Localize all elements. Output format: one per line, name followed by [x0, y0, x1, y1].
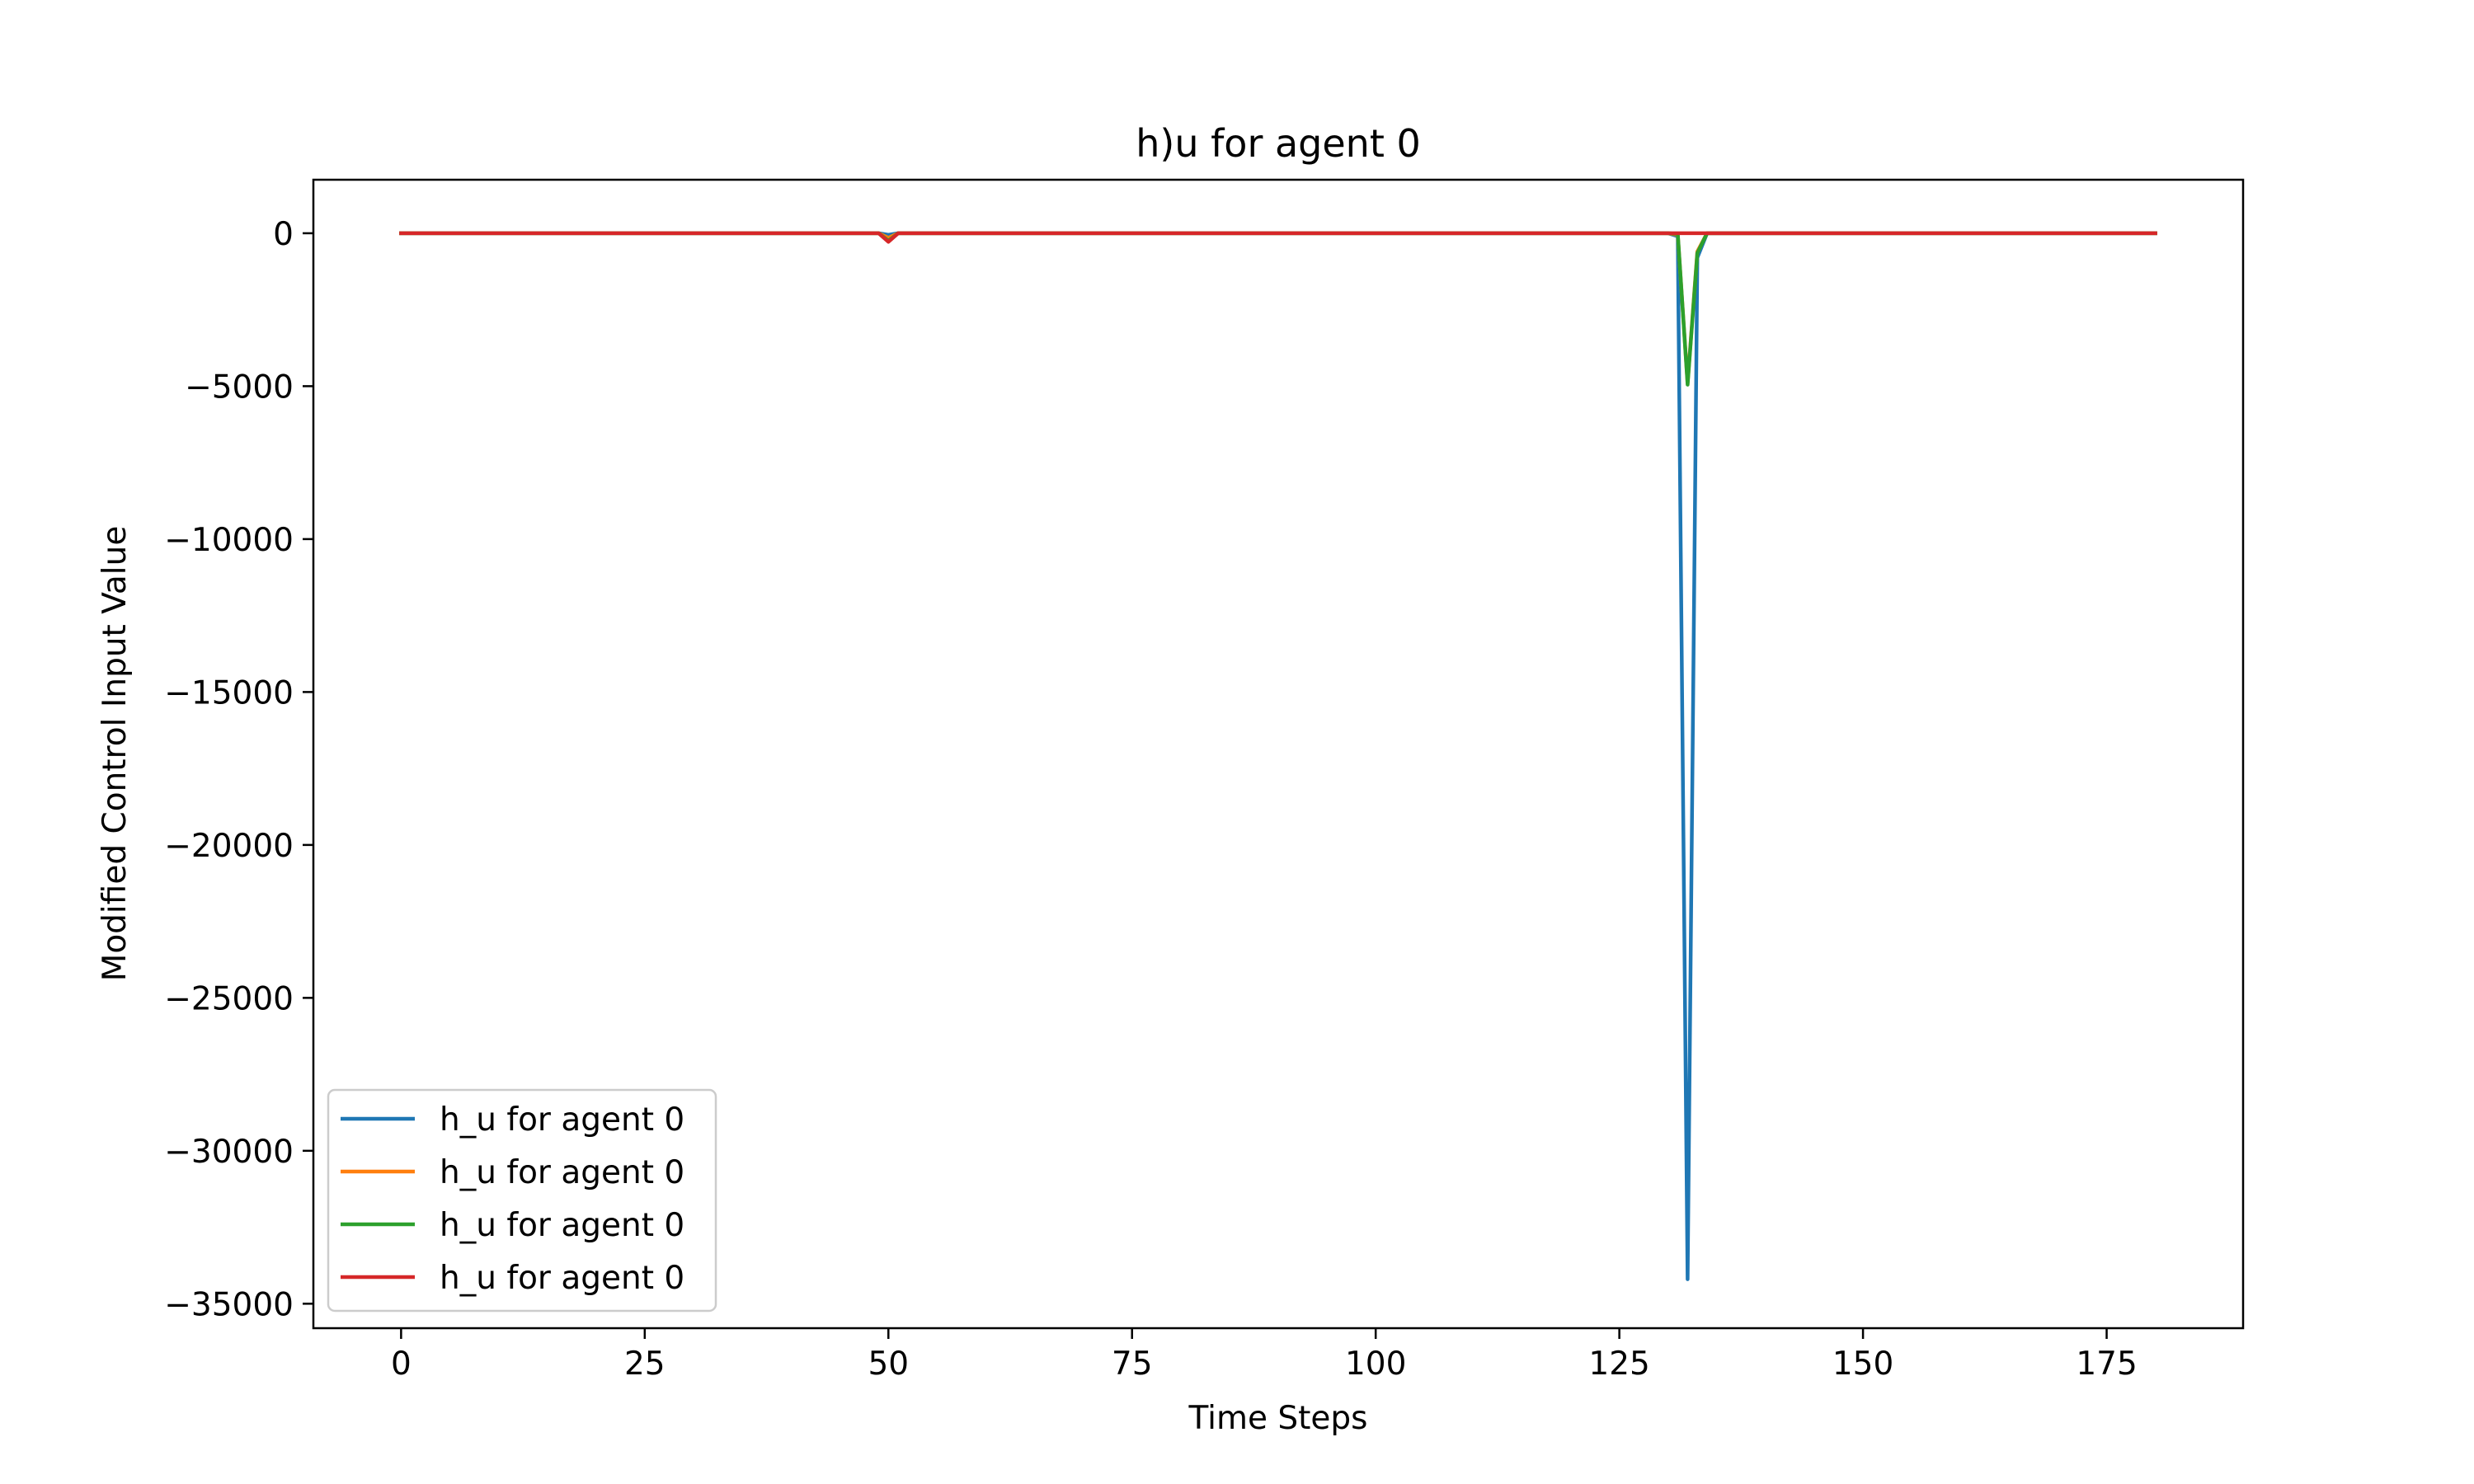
y-tick-label: −30000	[164, 1134, 294, 1171]
x-tick-label: 0	[391, 1345, 412, 1383]
y-tick-label: −20000	[164, 828, 294, 865]
x-axis: 0 25 50 75 100 125 150 175	[391, 1328, 2138, 1383]
y-tick-label: −25000	[164, 980, 294, 1017]
x-tick-label: 25	[624, 1345, 666, 1383]
y-tick-label: 0	[273, 216, 294, 253]
x-tick-label: 125	[1588, 1345, 1649, 1383]
y-tick-label: −5000	[185, 369, 294, 406]
legend-label-2: h_u for agent 0	[440, 1207, 684, 1244]
y-tick-label: −35000	[164, 1286, 294, 1323]
series-line-3	[399, 231, 2157, 244]
plot-frame	[312, 178, 2245, 1330]
x-tick-label: 175	[2076, 1345, 2137, 1383]
y-tick-label: −10000	[164, 522, 294, 559]
chart-title: h)u for agent 0	[1136, 121, 1421, 166]
y-axis: 0 −5000 −10000 −15000 −20000 −25000 −30000 −350…	[164, 216, 313, 1323]
x-tick-label: 150	[1832, 1345, 1893, 1383]
x-tick-label: 75	[1112, 1345, 1153, 1383]
y-tick-label: −15000	[164, 674, 294, 711]
y-axis-label: Modified Control Input Value	[96, 526, 134, 982]
x-tick-label: 50	[868, 1345, 909, 1383]
x-axis-label: Time Steps	[1188, 1400, 1368, 1437]
legend-label-0: h_u for agent 0	[440, 1101, 684, 1139]
plot-lines	[399, 231, 2157, 1281]
legend-box	[327, 1088, 717, 1313]
legend-label-3: h_u for agent 0	[440, 1260, 684, 1297]
x-tick-label: 100	[1345, 1345, 1406, 1383]
legend-label-1: h_u for agent 0	[440, 1154, 684, 1191]
legend: h_u for agent 0 h_u for agent 0 h_u for ag…	[327, 1088, 717, 1313]
